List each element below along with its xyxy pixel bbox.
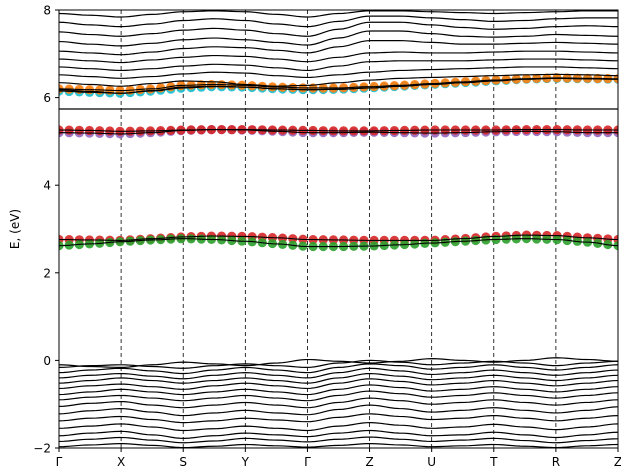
band-line [59, 40, 618, 56]
band-line [59, 404, 618, 417]
x-tick-label: R [552, 455, 560, 469]
band-line [59, 73, 618, 87]
band-line [59, 436, 618, 444]
band-line [59, 129, 618, 135]
y-tick-label: 8 [43, 4, 51, 18]
plot-frame [58, 9, 619, 449]
x-tick-label: Γ [56, 455, 63, 469]
x-tick-label: Z [614, 455, 621, 469]
y-axis: −2 0 2 4 6 8 [33, 4, 59, 456]
y-tick-label: 0 [43, 354, 51, 368]
band-line [59, 443, 618, 448]
band-line [59, 429, 618, 439]
band-line [59, 58, 618, 72]
x-tick-label: U [427, 455, 436, 469]
y-tick-label: 6 [43, 91, 51, 105]
y-tick-label: 4 [43, 179, 51, 193]
band-line [59, 357, 618, 369]
band-line [59, 397, 618, 409]
x-tick-label: S [179, 455, 187, 469]
band-line [59, 359, 618, 369]
x-tick-label: Y [241, 455, 250, 469]
band-line [59, 238, 618, 248]
band-line [59, 367, 618, 380]
band-line [59, 30, 618, 47]
band-line [59, 10, 618, 18]
y-tick-label: 2 [43, 266, 51, 280]
band-line [59, 15, 618, 28]
band-line [59, 372, 618, 384]
y-axis-label: E, (eV) [8, 209, 22, 249]
band-line [59, 129, 618, 132]
band-line [59, 21, 618, 37]
band-line [59, 363, 618, 375]
band-line [59, 77, 618, 92]
y-tick-label: −2 [33, 442, 51, 456]
band-lines [59, 10, 618, 448]
x-tick-label: T [489, 455, 498, 469]
band-line [59, 422, 618, 432]
x-tick-label: Γ [304, 455, 311, 469]
band-line [59, 66, 618, 79]
band-line [59, 390, 618, 402]
band-line [59, 413, 618, 424]
band-line [59, 50, 618, 64]
band-line [59, 378, 618, 390]
band-line [59, 384, 618, 396]
x-tick-label: X [117, 455, 125, 469]
band-line [59, 234, 618, 241]
x-tick-label: Z [365, 455, 373, 469]
